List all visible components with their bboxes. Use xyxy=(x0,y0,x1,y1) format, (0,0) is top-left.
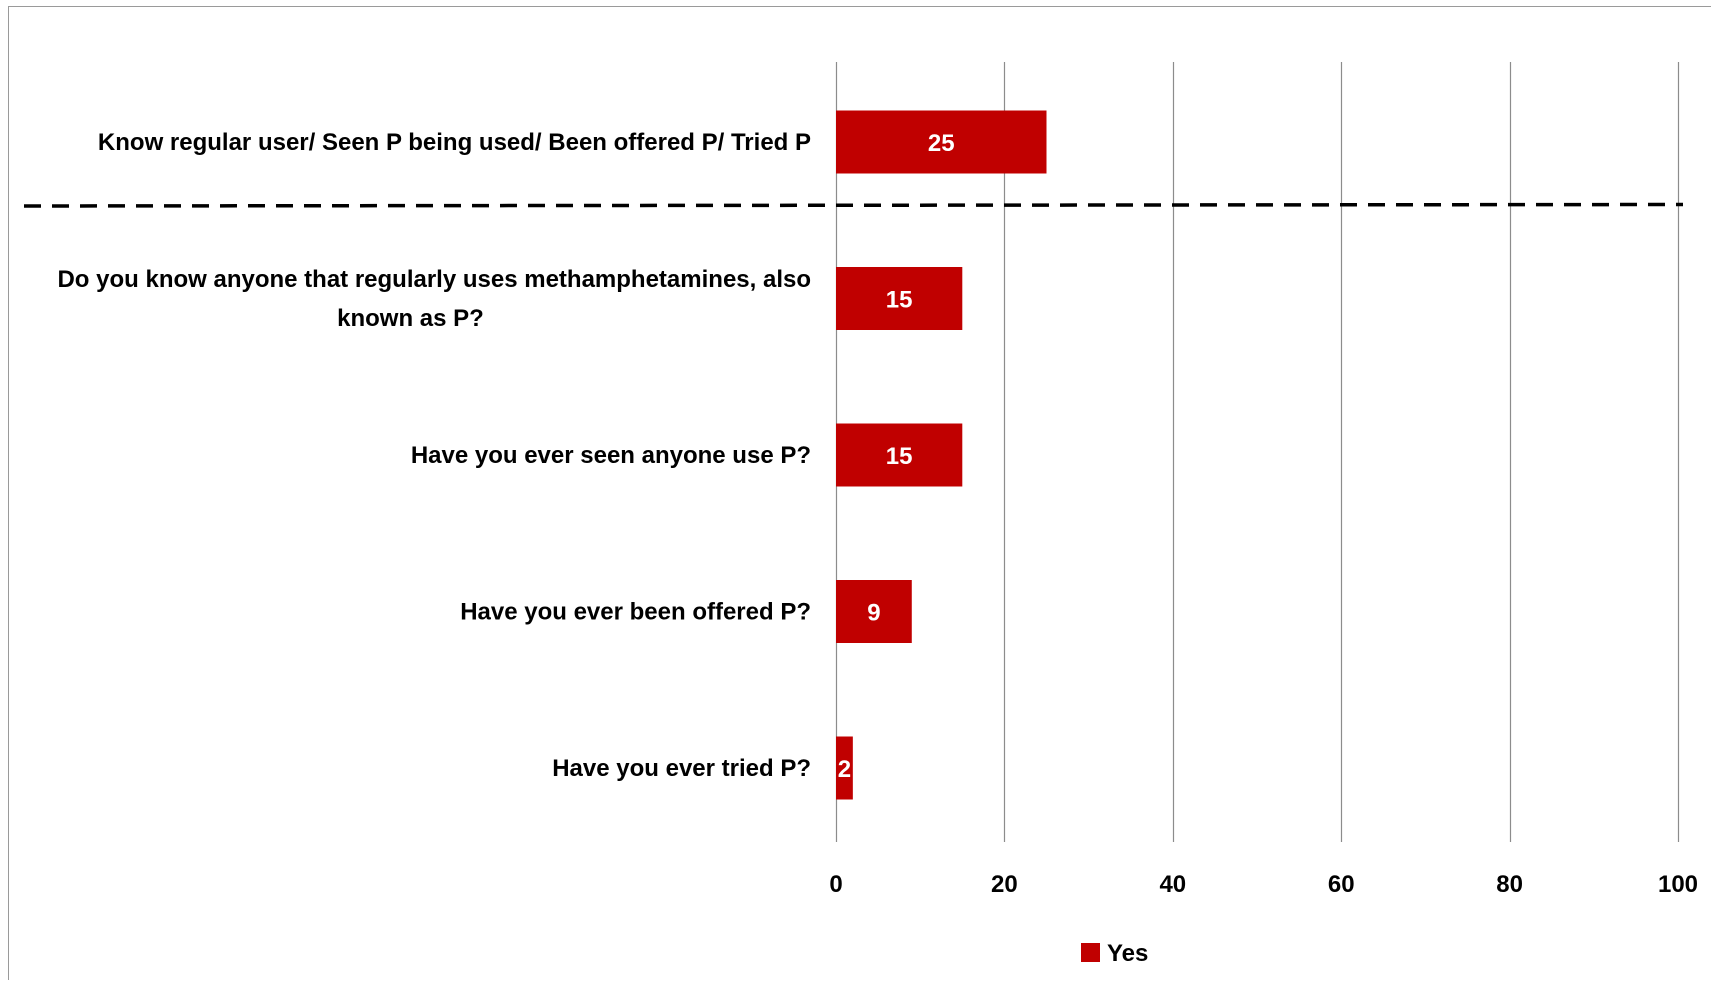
legend: Yes xyxy=(1081,940,1148,967)
category-labels: Know regular user/ Seen P being used/ Be… xyxy=(57,129,811,782)
bar-4 xyxy=(836,736,853,800)
data-label-4: 2 xyxy=(838,756,851,783)
category-label-0: Know regular user/ Seen P being used/ Be… xyxy=(98,129,811,156)
bars: 25 15 15 9 2 xyxy=(836,110,1047,800)
data-label-1: 15 xyxy=(886,287,913,314)
bar-0 xyxy=(836,110,1047,174)
tick-label-60: 60 xyxy=(1328,871,1355,898)
tick-label-40: 40 xyxy=(1159,871,1186,898)
category-label-1: Do you know anyone that regularly uses m… xyxy=(57,266,811,332)
bar-1 xyxy=(836,267,963,330)
data-label-2: 15 xyxy=(886,443,913,470)
divider xyxy=(23,202,1684,208)
bar-3 xyxy=(836,580,912,643)
tick-label-20: 20 xyxy=(991,871,1018,898)
tick-label-80: 80 xyxy=(1496,871,1523,898)
legend-swatch xyxy=(1081,943,1100,962)
x-axis-tick-labels: 0 20 40 60 80 100 xyxy=(829,871,1698,898)
legend-label: Yes xyxy=(1107,940,1148,967)
bar-2 xyxy=(836,423,963,487)
data-label-3: 9 xyxy=(867,600,880,627)
divider-line xyxy=(23,202,1684,208)
category-label-2: Have you ever seen anyone use P? xyxy=(411,442,811,469)
tick-label-100: 100 xyxy=(1658,871,1698,898)
grid-lines xyxy=(835,62,1680,842)
chart-frame xyxy=(8,6,1711,980)
category-label-4: Have you ever tried P? xyxy=(552,755,811,782)
tick-label-0: 0 xyxy=(829,871,842,898)
category-label-3: Have you ever been offered P? xyxy=(460,599,811,626)
data-label-0: 25 xyxy=(928,130,955,157)
